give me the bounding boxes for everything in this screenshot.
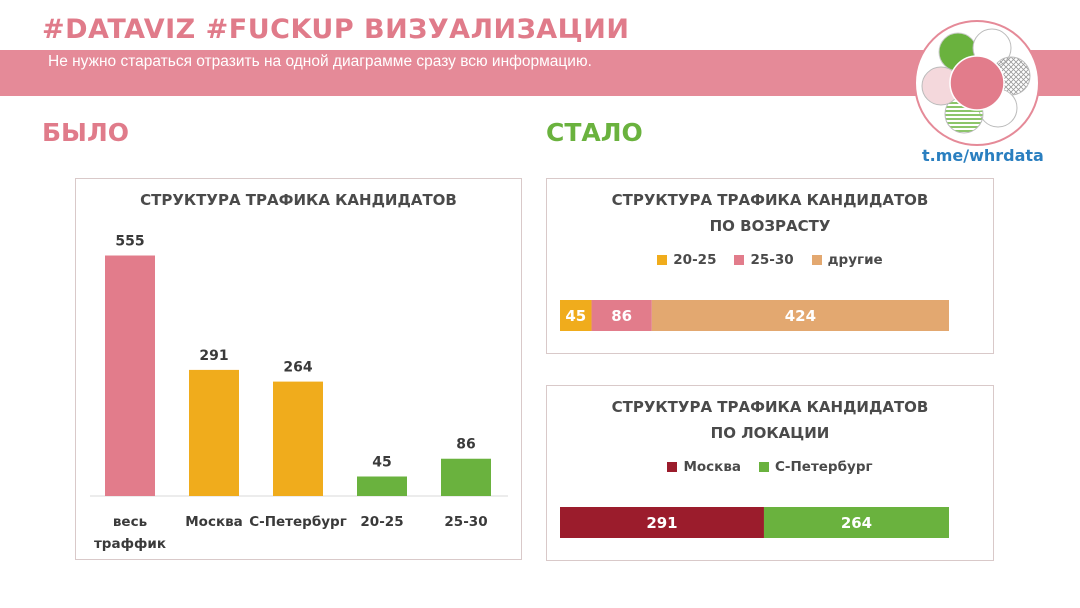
chart-title-location-line1: СТРУКТУРА ТРАФИКА КАНДИДАТОВ	[611, 398, 929, 416]
legend-item: другие	[811, 252, 883, 268]
bar-segment	[763, 507, 949, 538]
data-label: 45	[565, 307, 586, 325]
legend-swatch	[667, 462, 678, 472]
legend-swatch	[758, 462, 769, 472]
flower-logo-icon	[921, 28, 1031, 134]
chart-title-age-line1: СТРУКТУРА ТРАФИКА КАНДИДАТОВ	[611, 191, 929, 209]
telegram-link[interactable]: t.me/whrdata	[922, 146, 1044, 165]
legend-item: Москва	[667, 459, 741, 475]
legend-swatch	[811, 255, 822, 265]
data-label: 86	[611, 307, 632, 325]
bar	[357, 476, 407, 496]
category-label: весь	[113, 514, 147, 530]
legend-age: 20-25 25-30 другие	[547, 252, 993, 268]
section-before-label: БЫЛО	[42, 118, 129, 147]
category-label: траффик	[94, 536, 166, 552]
page-subtitle: Не нужно стараться отразить на одной диа…	[48, 53, 592, 70]
legend-label: другие	[827, 252, 883, 268]
data-label: 555	[115, 234, 144, 250]
chart-title-age-line2: ПО ВОЗРАСТУ	[709, 217, 831, 235]
data-label: 86	[456, 437, 475, 453]
bar-segment	[560, 507, 764, 538]
legend-item: 25-30	[734, 252, 794, 268]
bar	[441, 458, 491, 496]
page-title: #DATAVIZ #FUCKUP ВИЗУАЛИЗАЦИИ	[42, 14, 630, 45]
legend-label: Москва	[683, 459, 741, 475]
legend-label: 25-30	[750, 252, 794, 268]
data-label: 424	[785, 307, 816, 325]
chart-panel-location: СТРУКТУРА ТРАФИКА КАНДИДАТОВ ПО ЛОКАЦИИ …	[546, 385, 994, 561]
chart-panel-age: СТРУКТУРА ТРАФИКА КАНДИДАТОВ ПО ВОЗРАСТУ…	[546, 178, 994, 354]
bar-chart-overall: 555 весь траффик 291 Москва 264 С-Петербург 45 2…	[90, 234, 508, 552]
category-label: 25-30	[444, 514, 487, 530]
category-label: 20-25	[360, 514, 403, 530]
data-label: 264	[841, 514, 872, 532]
bar	[189, 369, 239, 496]
chart-panel-overall: СТРУКТУРА ТРАФИКА КАНДИДАТОВ 555 весь траф…	[75, 178, 522, 560]
stacked-bar-location: 291 264	[560, 507, 949, 538]
chart-title-overall: СТРУКТУРА ТРАФИКА КАНДИДАТОВ	[140, 191, 457, 209]
chart-title-location-line2: ПО ЛОКАЦИИ	[710, 424, 830, 442]
category-label: С-Петербург	[249, 514, 347, 530]
bar	[105, 255, 155, 496]
brand-logo	[914, 20, 1040, 146]
section-after-label: СТАЛО	[546, 118, 643, 147]
bar-segment	[591, 300, 652, 331]
data-label: 291	[646, 514, 677, 532]
legend-label: С-Петербург	[774, 459, 873, 475]
bar-segment	[560, 300, 592, 331]
legend-item: С-Петербург	[758, 459, 873, 475]
legend-label: 20-25	[673, 252, 717, 268]
legend-location: Москва С-Петербург	[547, 459, 993, 475]
subtitle-banner	[0, 50, 1080, 96]
data-label: 264	[283, 360, 312, 376]
bar-segment	[651, 300, 949, 331]
legend-item: 20-25	[657, 252, 716, 268]
data-label: 291	[199, 348, 228, 364]
legend-swatch	[657, 255, 668, 265]
category-label: Москва	[185, 514, 243, 530]
bar	[273, 381, 323, 496]
legend-swatch	[734, 255, 745, 265]
stacked-bar-age: 45 86 424	[560, 300, 949, 331]
data-label: 45	[372, 455, 391, 471]
